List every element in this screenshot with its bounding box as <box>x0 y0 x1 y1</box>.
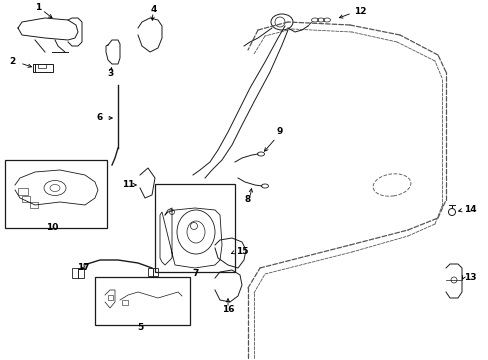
Text: 7: 7 <box>192 269 199 278</box>
Bar <box>22 196 30 202</box>
Bar <box>30 202 38 208</box>
Bar <box>122 300 128 305</box>
Text: 4: 4 <box>150 5 157 14</box>
Text: 3: 3 <box>107 68 113 77</box>
Text: 14: 14 <box>463 206 476 215</box>
Bar <box>108 295 113 300</box>
Text: 8: 8 <box>244 195 251 204</box>
Text: 11: 11 <box>122 180 134 189</box>
Text: 13: 13 <box>463 274 475 283</box>
Bar <box>5 160 107 228</box>
Bar <box>18 188 28 195</box>
Bar <box>148 268 158 276</box>
Text: 10: 10 <box>46 224 58 233</box>
Bar <box>38 64 46 68</box>
Text: 16: 16 <box>221 306 234 315</box>
Text: 5: 5 <box>137 323 143 332</box>
Bar <box>95 277 190 325</box>
Bar <box>155 184 235 272</box>
Text: 9: 9 <box>276 127 283 136</box>
Text: 15: 15 <box>236 248 248 256</box>
Text: 2: 2 <box>9 58 15 67</box>
Bar <box>72 268 84 278</box>
Text: 1: 1 <box>35 4 41 13</box>
Text: 17: 17 <box>77 264 90 273</box>
Bar <box>35 64 53 72</box>
Text: 12: 12 <box>353 8 366 17</box>
Text: 6: 6 <box>97 113 103 122</box>
